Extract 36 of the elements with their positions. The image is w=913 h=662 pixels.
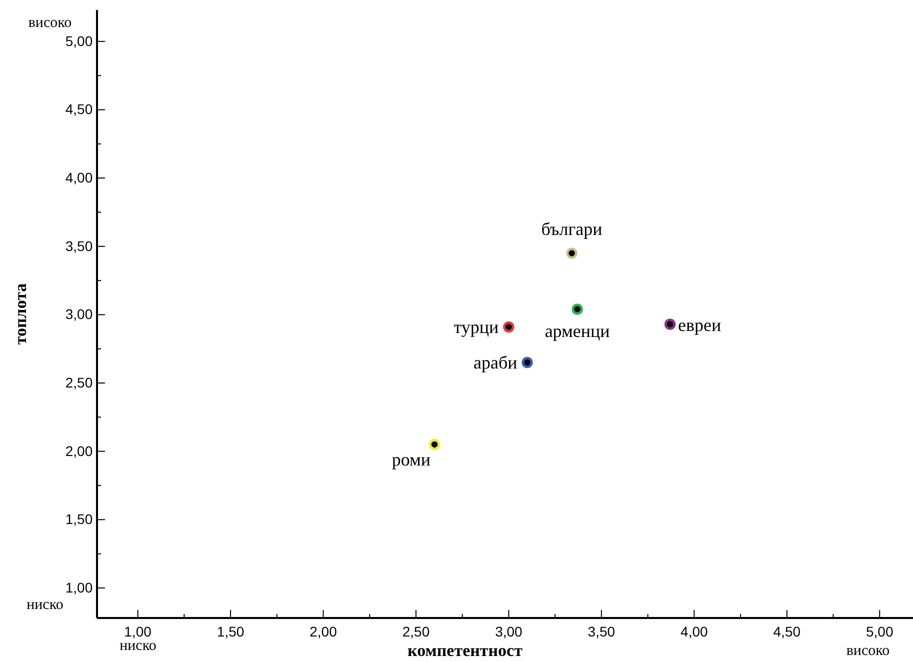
- series-label: арменци: [544, 321, 610, 342]
- series-label: турци: [454, 316, 500, 337]
- x-tick-label: 2,50: [402, 623, 430, 640]
- point: [664, 318, 676, 330]
- y-axis-title: топлота: [11, 282, 30, 345]
- point: [428, 438, 440, 450]
- y-tick-label: 3,00: [65, 306, 93, 322]
- x-tick-label: 4,50: [773, 623, 801, 640]
- y-tick-label: 3,50: [65, 238, 93, 254]
- x-tick-label: 5,00: [866, 623, 894, 640]
- point: [572, 304, 583, 315]
- y-tick-label: 2,50: [65, 374, 93, 390]
- y-tick-label: 2,00: [65, 442, 93, 459]
- series-label: евреи: [678, 315, 722, 336]
- text: високо: [846, 643, 890, 659]
- series-label: араби: [473, 352, 518, 373]
- x-tick-label: 1,50: [216, 623, 244, 640]
- point: [522, 356, 533, 368]
- series-label: роми: [392, 449, 431, 470]
- y-tick-label: 1,50: [65, 511, 93, 528]
- point: [566, 248, 578, 259]
- x-tick-label: 3,00: [495, 623, 523, 640]
- x-tick-label: 3,50: [588, 623, 616, 640]
- x-tick-label: 1,00: [124, 623, 152, 640]
- x-tick-label: 2,00: [310, 623, 338, 640]
- y-tick-label: 4,50: [65, 101, 93, 118]
- x-tick-label: 4,00: [680, 623, 708, 640]
- y-tick-label: 4,00: [65, 170, 93, 186]
- text: високо: [28, 15, 72, 31]
- y-tick-label: 1,00: [65, 579, 93, 596]
- y-tick-label: 5,00: [65, 32, 93, 49]
- text: ниско: [26, 597, 64, 613]
- text: ниско: [120, 638, 156, 654]
- x-axis-title: компетентност: [408, 641, 524, 660]
- point: [503, 321, 514, 333]
- series-label: българи: [541, 219, 603, 240]
